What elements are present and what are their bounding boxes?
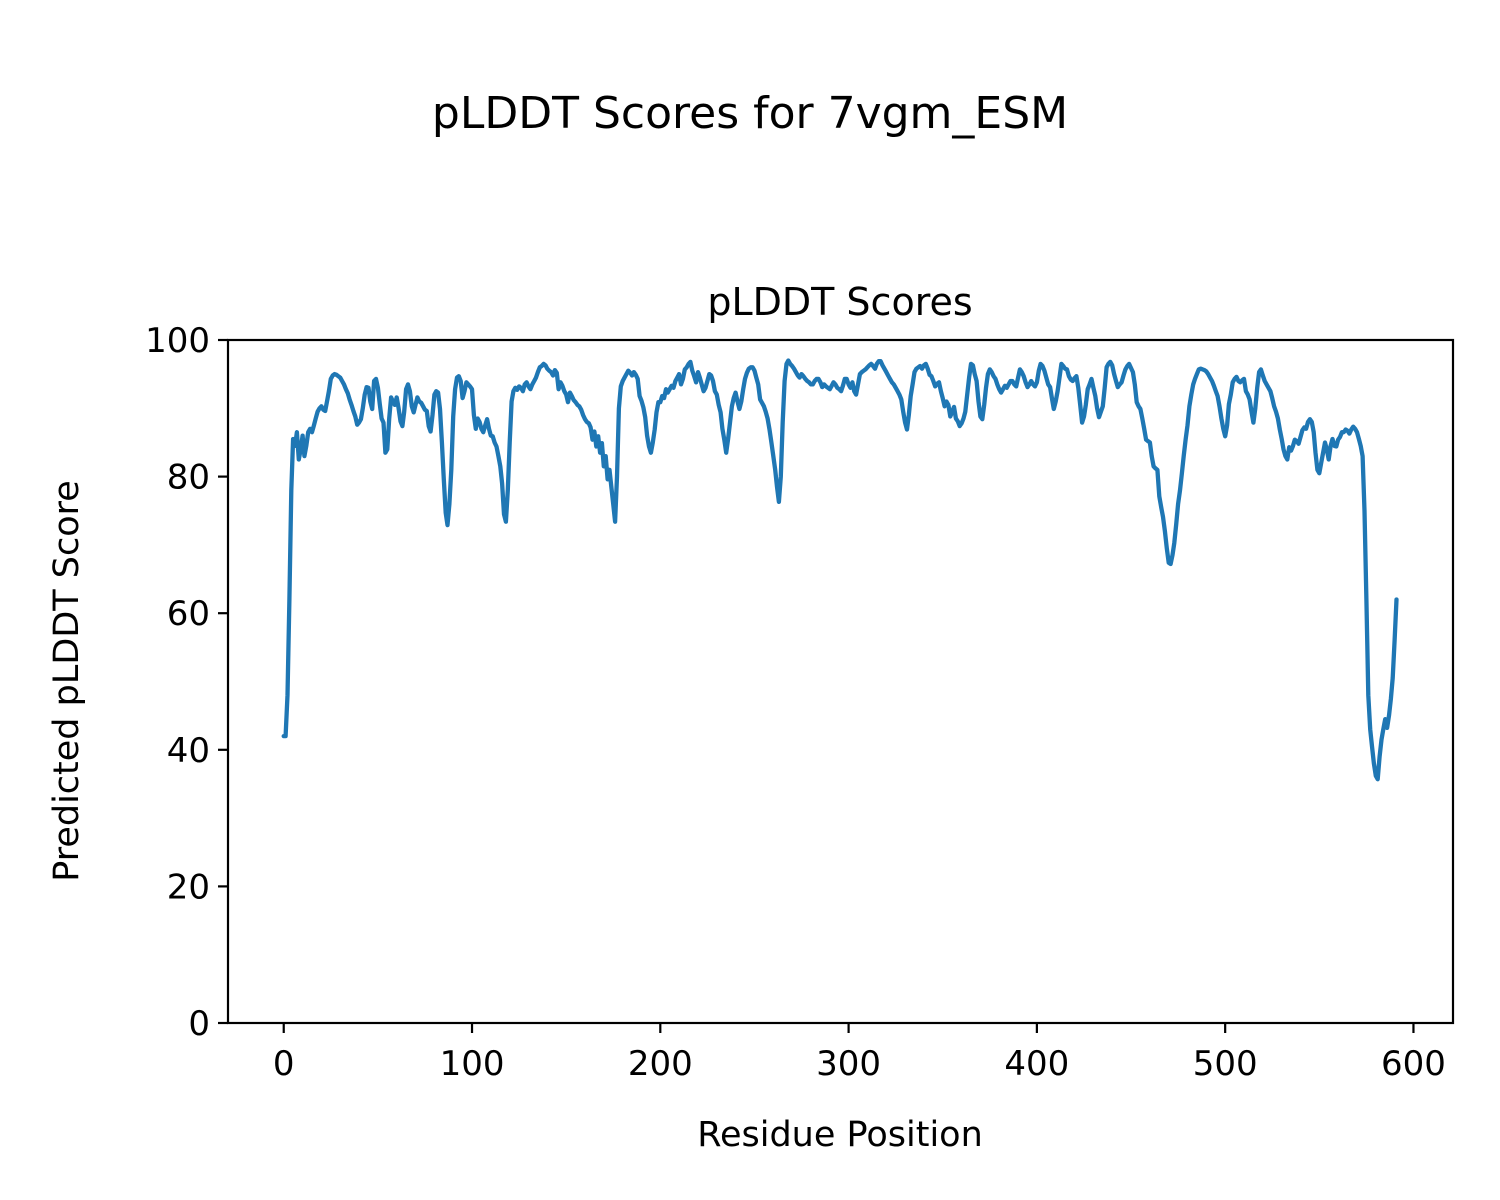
x-tick-label: 0 [273, 1044, 295, 1084]
x-tick-label: 200 [628, 1044, 693, 1084]
x-tick-label: 400 [1004, 1044, 1069, 1084]
x-tick-label: 600 [1381, 1044, 1446, 1084]
x-tick-label: 300 [816, 1044, 881, 1084]
axes-frame [226, 338, 1455, 1025]
figure-suptitle: pLDDT Scores for 7vgm_ESM [432, 88, 1068, 139]
x-tick-label: 500 [1193, 1044, 1258, 1084]
y-tick-label: 60 [167, 594, 210, 634]
x-axis-ticks [282, 1023, 1415, 1033]
x-tick-label: 100 [440, 1044, 505, 1084]
y-tick-label: 20 [167, 867, 210, 907]
y-tick-label: 100 [145, 321, 210, 361]
y-tick-label: 40 [167, 731, 210, 771]
axes-title: pLDDT Scores [707, 280, 972, 324]
plddt-line [281, 358, 1399, 782]
y-tick-label: 0 [188, 1004, 210, 1044]
x-axis-tick-labels: 0 100 200 300 400 500 600 [273, 1044, 1446, 1084]
y-axis-ticks [218, 338, 228, 1025]
x-axis-label: Residue Position [697, 1115, 983, 1155]
y-tick-label: 80 [167, 458, 210, 498]
y-axis-label: Predicted pLDDT Score [47, 480, 87, 882]
y-axis-tick-labels: 0 20 40 60 80 100 [145, 321, 210, 1044]
